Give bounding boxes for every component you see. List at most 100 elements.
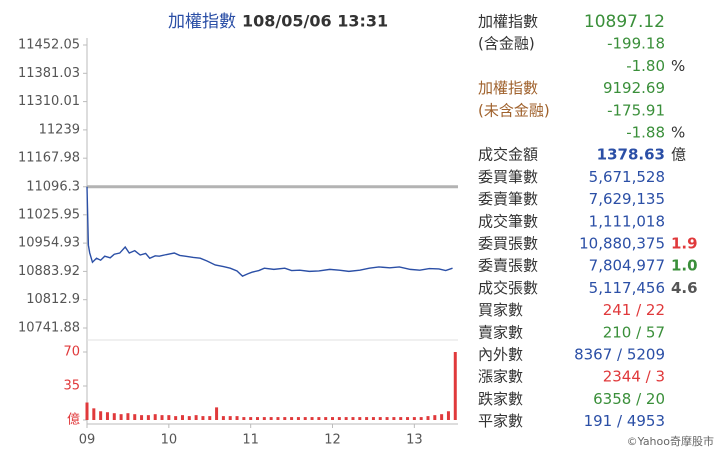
quote-value: 10897.12: [584, 12, 665, 32]
quote-value: 191 / 4953: [584, 412, 665, 430]
quote-value: 10,880,375: [579, 235, 665, 253]
quote-label: 買家數: [478, 301, 523, 319]
quote-value: 2344 / 3: [603, 368, 665, 386]
quote-label: 內外數: [478, 346, 523, 364]
volume-bar: [249, 417, 253, 420]
volume-bar: [119, 414, 123, 420]
volume-bar: [174, 416, 178, 420]
y-tick-label: 70: [63, 345, 80, 360]
quote-label: 委買筆數: [478, 168, 538, 186]
y-tick-label: 11310.01: [18, 94, 80, 109]
y-tick-label: 35: [63, 379, 80, 394]
volume-bar: [331, 417, 335, 420]
quote-label: (含金融): [478, 35, 535, 53]
volume-bar: [303, 417, 307, 420]
quote-label: 跌家數: [478, 390, 523, 408]
volume-bar: [112, 413, 116, 420]
x-tick-label: 13: [406, 433, 423, 448]
y-tick-label: 10741.88: [18, 321, 80, 336]
volume-bar: [269, 417, 273, 420]
y-tick-label: 10954.93: [18, 236, 80, 251]
quote-extra: 億: [671, 146, 686, 164]
volume-bar: [85, 402, 89, 420]
y-tick-label: 11381.03: [18, 66, 80, 81]
quote-label: 成交金額: [478, 146, 538, 164]
volume-bar: [412, 417, 416, 420]
volume-bar: [378, 417, 382, 420]
quote-label: 成交筆數: [478, 212, 538, 230]
quote-extra: %: [671, 124, 685, 142]
quote-value: -199.18: [607, 35, 665, 53]
volume-bar: [255, 417, 259, 420]
quote-value: 241 / 22: [603, 301, 665, 319]
volume-bar: [194, 415, 198, 420]
volume-bar: [385, 417, 389, 420]
y-tick-label: 11167.98: [18, 151, 80, 166]
quote-value: 6358 / 20: [593, 390, 665, 408]
quote-extra: 1.0: [671, 257, 698, 275]
volume-bar: [228, 416, 232, 420]
volume-bar: [371, 417, 375, 420]
y-tick-label: 億: [67, 412, 80, 428]
volume-bar: [419, 417, 423, 420]
volume-bar: [399, 417, 403, 420]
volume-bar: [406, 417, 410, 420]
quote-label: 加權指數: [478, 79, 538, 97]
quote-extra: %: [671, 57, 685, 75]
quote-value: 9192.69: [603, 79, 665, 97]
volume-bar: [426, 416, 430, 420]
y-tick-label: 10883.92: [18, 264, 80, 279]
price-line: [86, 186, 453, 277]
y-tick-label: 11025.95: [18, 207, 80, 222]
volume-bar: [201, 416, 205, 420]
volume-bar: [105, 412, 109, 420]
volume-bar: [296, 417, 300, 420]
volume-bar: [221, 416, 225, 420]
quote-label: (未含金融): [478, 101, 550, 119]
footer: ©Yahoo奇摩股市: [627, 434, 714, 448]
volume-bar: [344, 417, 348, 420]
chart-subtitle: 108/05/06 13:31: [242, 12, 388, 31]
volume-bar: [167, 415, 171, 420]
quote-value: 1378.63: [597, 146, 665, 164]
quote-label: 平家數: [478, 412, 523, 430]
quote-value: -1.88: [626, 124, 665, 142]
volume-bar: [453, 352, 457, 420]
x-tick-label: 11: [242, 433, 259, 448]
quote-value: 1,111,018: [589, 212, 665, 230]
volume-bar: [358, 417, 362, 420]
y-tick-label: 11096.3: [26, 179, 80, 194]
volume-bar: [99, 411, 103, 420]
volume-bar: [262, 417, 266, 420]
chart-title: 加權指數: [168, 12, 236, 32]
y-tick-label: 10812.9: [26, 292, 80, 307]
quote-value: 5,671,528: [589, 168, 665, 186]
volume-bar: [440, 414, 444, 420]
quote-value: 7,629,135: [589, 190, 665, 208]
y-tick-label: 11452.05: [18, 38, 80, 53]
volume-bar: [242, 417, 246, 420]
quote-extra: 1.9: [671, 235, 698, 253]
volume-bar: [351, 417, 355, 420]
volume-bar: [92, 408, 96, 420]
quote-label: 賣家數: [478, 323, 523, 341]
volume-bar: [365, 417, 369, 420]
volume-bar: [215, 407, 219, 420]
volume-bar: [433, 415, 437, 420]
volume-bar: [392, 417, 396, 420]
quote-label: 委賣張數: [478, 257, 538, 275]
quote-label: 委買張數: [478, 235, 538, 253]
x-tick-label: 12: [324, 433, 341, 448]
volume-bar: [187, 416, 191, 420]
volume-bar: [290, 417, 294, 420]
volume-bar: [317, 417, 321, 420]
volume-bar: [283, 417, 287, 420]
volume-bar: [180, 415, 184, 420]
volume-bar: [153, 414, 157, 420]
volume-bar: [160, 415, 164, 420]
volume-bar: [126, 413, 130, 420]
volume-bar: [140, 415, 144, 420]
quote-label: 漲家數: [478, 368, 523, 386]
volume-bar: [310, 417, 314, 420]
